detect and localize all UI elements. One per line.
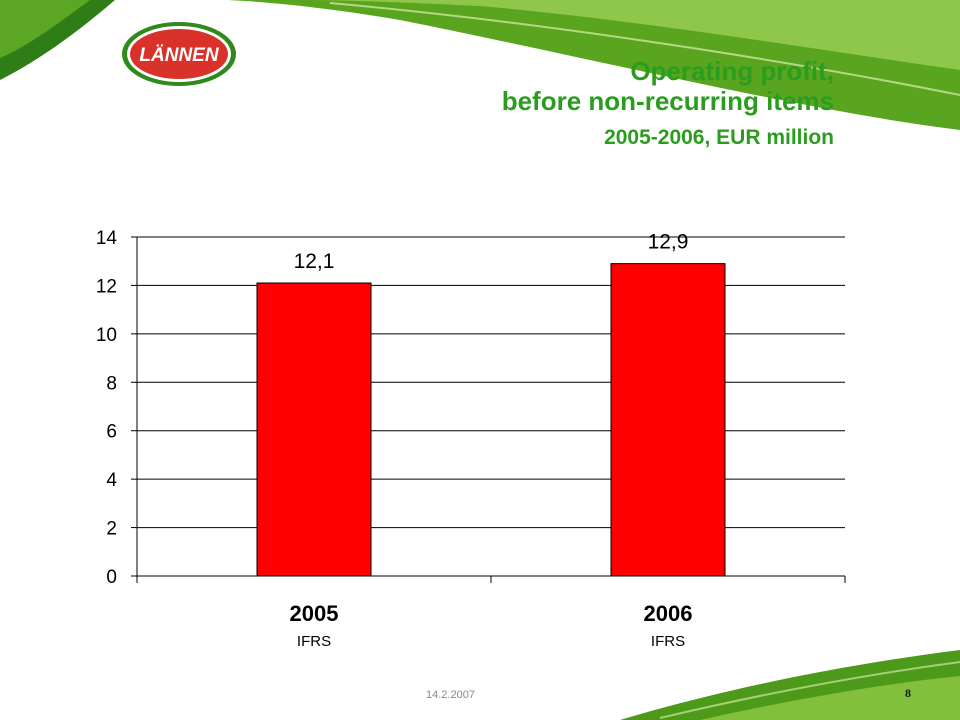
chart-bars [256,263,726,577]
leaf-top-right-vein-icon [329,2,960,96]
category-sublabel-2006: IFRS [651,633,685,650]
y-tick-label: 4 [106,470,117,491]
title-line-1: Operating profit, [630,56,834,86]
y-tick-label: 12 [96,276,117,297]
y-axis-tick-labels: 0 2 4 6 8 10 12 14 [96,228,118,588]
data-label-2006: 12,9 [648,231,689,254]
bar-2006 [610,263,726,577]
y-tick-label: 10 [96,325,117,346]
page-number: 8 [905,686,911,700]
chart-gridlines [137,236,845,577]
leaf-bottom-right-vein-icon [659,661,960,719]
title-line-3: 2005-2006, EUR million [604,126,834,149]
category-label-2005: 2005 [290,601,339,626]
chart-data-labels: 12,1 12,9 [294,231,689,273]
footer-date: 14.2.2007 [426,689,475,701]
slide-title: Operating profit, before non-recurring i… [502,56,834,152]
leaf-top-left-highlight-icon [0,0,90,58]
category-label-2006: 2006 [644,601,693,626]
logo-text: LÄNNEN [139,45,219,66]
bar-2005 [256,282,372,577]
leaf-bottom-right-light-icon [700,676,960,720]
chart-axes [131,236,846,583]
category-sublabel-2005: IFRS [297,633,331,650]
y-tick-label: 0 [106,567,117,588]
y-tick-label: 6 [106,422,117,443]
y-tick-label: 14 [96,228,118,249]
leaf-top-right-light-icon [300,0,960,70]
lannen-logo: LÄNNEN [120,20,238,88]
y-tick-label: 8 [106,373,117,394]
data-label-2005: 12,1 [294,250,335,273]
x-axis-category-labels: 2005 IFRS 2006 IFRS [290,601,693,650]
title-line-2: before non-recurring items [501,86,834,116]
y-tick-label: 2 [106,519,117,540]
